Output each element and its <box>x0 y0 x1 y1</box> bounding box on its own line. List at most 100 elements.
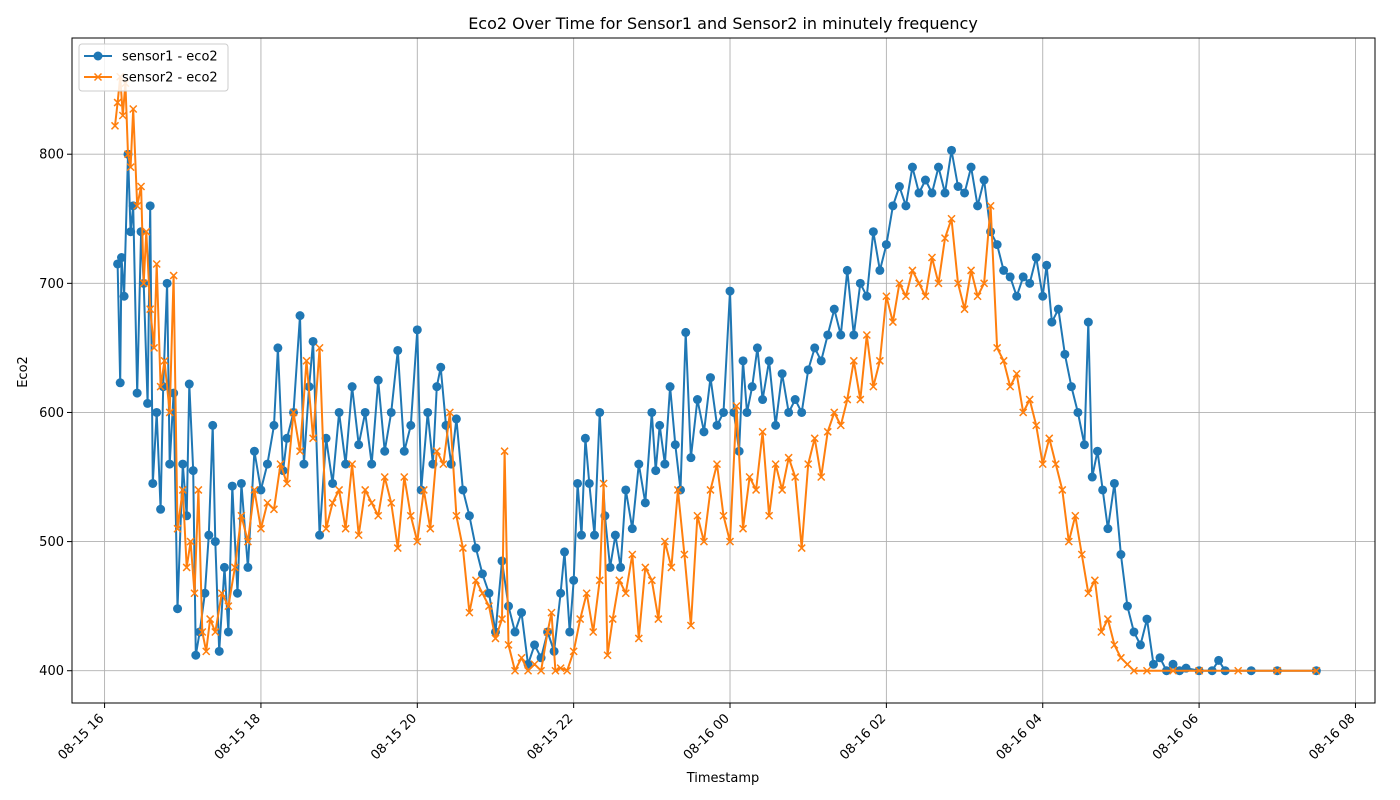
data-point <box>895 279 904 288</box>
data-point <box>856 395 865 404</box>
data-point <box>725 537 735 546</box>
data-point <box>589 627 598 637</box>
data-point <box>328 478 338 488</box>
data-point <box>524 666 533 675</box>
data-point <box>302 356 311 365</box>
data-point <box>139 279 148 288</box>
data-point <box>667 563 676 572</box>
data-point <box>888 201 898 211</box>
data-point <box>165 459 175 469</box>
data-point <box>1110 640 1119 649</box>
data-point <box>374 511 383 520</box>
data-point <box>947 145 957 155</box>
data-point <box>380 472 389 482</box>
data-point <box>1031 253 1041 263</box>
data-point <box>143 398 153 408</box>
data-point <box>206 615 215 624</box>
data-point <box>595 576 604 585</box>
data-point <box>136 227 146 237</box>
data-point <box>1168 659 1178 669</box>
data-point <box>1006 382 1015 391</box>
data-point <box>334 407 344 417</box>
data-point <box>373 375 383 385</box>
series-1 <box>113 145 1321 676</box>
data-point <box>322 524 331 533</box>
data-point <box>940 234 950 243</box>
y-tick-label: 800 <box>39 148 64 163</box>
data-point <box>1116 550 1126 560</box>
legend-marker <box>93 72 103 82</box>
data-point <box>217 589 226 598</box>
data-point <box>784 453 793 462</box>
data-point <box>504 640 513 649</box>
data-point <box>426 524 435 533</box>
data-point <box>1045 434 1054 443</box>
data-point <box>1051 460 1060 469</box>
data-point <box>249 446 259 456</box>
data-point <box>901 201 911 211</box>
data-point <box>547 608 556 617</box>
data-point <box>227 481 237 491</box>
data-point <box>162 278 172 288</box>
data-point <box>537 666 546 675</box>
data-point <box>875 356 884 365</box>
data-point <box>693 511 702 520</box>
data-point <box>752 485 761 494</box>
data-point <box>208 420 218 430</box>
data-point <box>230 563 239 572</box>
data-point <box>341 524 350 533</box>
x-tick-label: 08-16 02 <box>837 711 889 763</box>
data-point <box>1090 576 1099 585</box>
data-point <box>563 666 572 675</box>
data-point <box>173 524 182 533</box>
data-point <box>1087 472 1097 482</box>
data-point <box>198 627 207 637</box>
data-point <box>986 201 995 210</box>
data-point <box>790 395 800 405</box>
data-point <box>262 459 272 469</box>
chart-title: Eco2 Over Time for Sensor1 and Sensor2 i… <box>468 14 978 33</box>
data-point <box>655 420 665 430</box>
data-point <box>269 505 278 514</box>
data-point <box>1042 260 1052 270</box>
data-point <box>810 434 819 443</box>
data-point <box>478 589 487 598</box>
data-point <box>855 278 865 288</box>
data-point <box>145 201 155 211</box>
data-point <box>610 530 620 540</box>
data-point <box>367 459 377 469</box>
data-point <box>914 279 923 288</box>
data-point <box>670 440 680 450</box>
data-point <box>927 253 937 262</box>
data-point <box>484 602 493 611</box>
data-point <box>1012 369 1021 378</box>
data-point <box>1103 524 1113 534</box>
data-point <box>204 530 214 540</box>
data-point <box>875 265 885 275</box>
series-line <box>116 149 1317 672</box>
data-point <box>188 466 198 476</box>
data-point <box>725 286 735 296</box>
data-point <box>1058 485 1067 494</box>
data-point <box>771 420 781 430</box>
data-point <box>1064 537 1073 546</box>
data-point <box>335 485 344 494</box>
data-point <box>758 427 767 436</box>
data-point <box>295 447 305 456</box>
data-point <box>777 369 787 379</box>
data-point <box>797 544 806 553</box>
y-tick-label: 700 <box>39 277 64 292</box>
data-point <box>152 259 161 269</box>
data-point <box>113 259 123 269</box>
data-point <box>1038 460 1047 469</box>
data-point <box>817 472 826 482</box>
data-point <box>436 362 446 372</box>
series-2 <box>110 72 1321 675</box>
data-point <box>465 608 474 617</box>
data-point <box>309 434 318 443</box>
data-point <box>1019 408 1028 417</box>
data-point <box>654 615 663 624</box>
data-point <box>451 414 461 424</box>
data-point <box>1071 511 1080 520</box>
